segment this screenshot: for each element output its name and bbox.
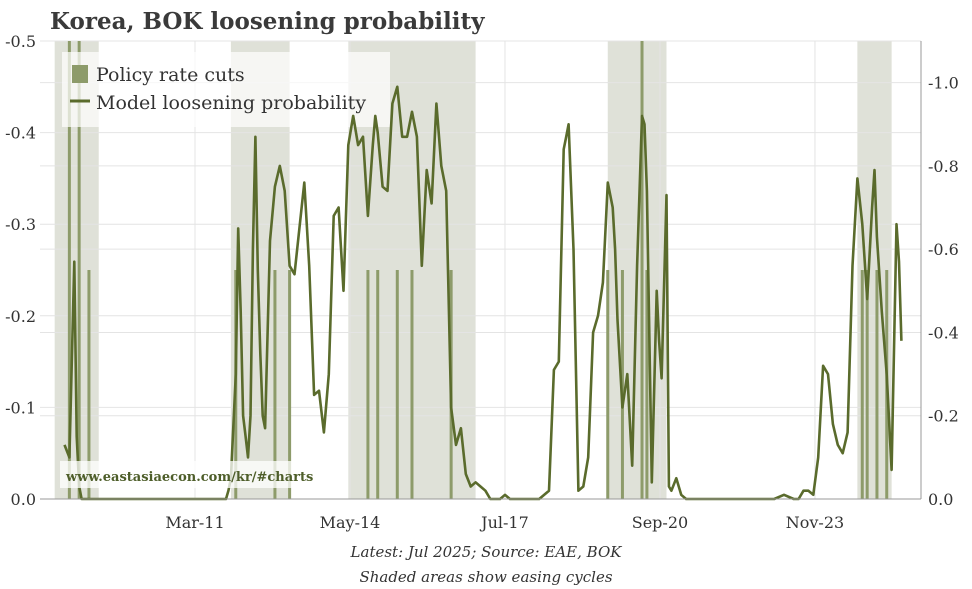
left-tick-label-3: -0.3 — [5, 215, 36, 234]
watermark-background — [60, 461, 324, 488]
legend: Policy rate cuts Model loosening probabi… — [70, 64, 366, 114]
legend-swatch-policy-rate-cuts — [72, 65, 88, 83]
series-line-loosening-probability — [63, 85, 903, 501]
left-axis: 0.0 -0.1 -0.2 -0.3 -0.4 -0.5 — [5, 32, 36, 509]
right-tick-label-0: 0.0 — [928, 490, 953, 509]
left-tick-label-4: -0.4 — [5, 124, 36, 143]
left-tick-label-5: -0.5 — [5, 32, 36, 51]
policy-rate-cut-bar-14 — [645, 270, 649, 499]
policy-rate-cut-bar-15 — [860, 270, 864, 499]
chart-title: Korea, BOK loosening probability — [50, 8, 485, 35]
policy-rate-cut-bar-5 — [288, 270, 292, 499]
left-tick-label-0: 0.0 — [11, 490, 36, 509]
right-tick-label-2: -0.4 — [928, 323, 959, 342]
x-tick-label-0: Mar-11 — [165, 513, 224, 532]
policy-rate-cut-bar-6 — [366, 270, 370, 499]
policy-rate-cut-bar-12 — [620, 270, 624, 499]
right-axis: 0.0 -0.2 -0.4 -0.6 -0.8 -1.0 — [928, 74, 959, 509]
left-tick-label-1: -0.1 — [5, 398, 36, 417]
policy-rate-cut-bar-0 — [67, 41, 71, 499]
x-tick-label-3: Sep-20 — [632, 513, 688, 532]
legend-label-policy-rate-cuts: Policy rate cuts — [96, 64, 245, 86]
shading-note: Shaded areas show easing cycles — [359, 568, 612, 586]
policy-rate-cut-bar-8 — [395, 270, 399, 499]
policy-rate-cut-bar-11 — [606, 270, 610, 499]
x-axis: Mar-11 May-14 Jul-17 Sep-20 Nov-23 — [165, 513, 844, 532]
policy-rate-cut-bar-4 — [273, 270, 277, 499]
policy-rate-cut-bar-7 — [376, 270, 380, 499]
legend-label-model-loosening-probability: Model loosening probability — [96, 92, 366, 114]
x-tick-label-4: Nov-23 — [786, 513, 844, 532]
right-tick-label-5: -1.0 — [928, 74, 959, 93]
policy-rate-cut-bar-17 — [875, 270, 879, 499]
x-tick-label-1: May-14 — [320, 513, 381, 532]
left-tick-label-2: -0.2 — [5, 307, 36, 326]
policy-rate-cut-bar-1 — [77, 41, 81, 499]
policy-rate-cut-bars — [67, 41, 889, 499]
watermark: www.eastasiaecon.com/kr/#charts — [65, 470, 313, 485]
policy-rate-cut-bar-9 — [410, 270, 414, 499]
policy-rate-cut-bar-2 — [87, 270, 91, 499]
x-tick-label-2: Jul-17 — [479, 513, 529, 532]
source-note: Latest: Jul 2025; Source: EAE, BOK — [350, 543, 623, 561]
plot-area — [40, 40, 922, 501]
policy-rate-cut-bar-16 — [865, 270, 869, 499]
right-tick-label-1: -0.2 — [928, 407, 959, 426]
right-tick-label-3: -0.6 — [928, 240, 959, 259]
legend-background — [62, 52, 390, 127]
policy-rate-cut-bar-13 — [640, 41, 644, 499]
right-tick-label-4: -0.8 — [928, 157, 959, 176]
